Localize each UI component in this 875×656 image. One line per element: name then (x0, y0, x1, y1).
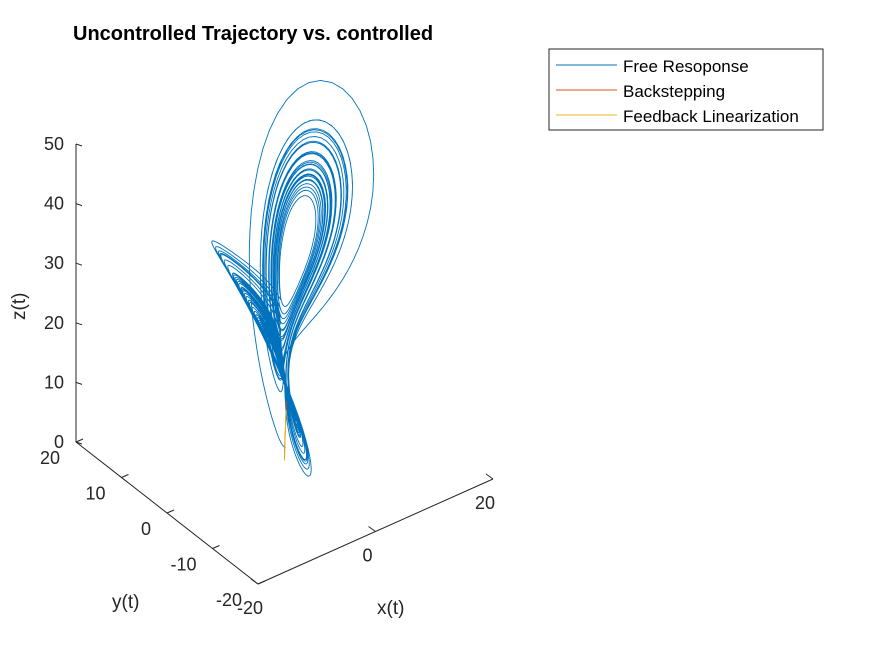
y-tick (121, 474, 129, 478)
y-tick (212, 545, 220, 549)
z-axis-label: z(t) (9, 293, 30, 320)
z-tick (75, 143, 83, 147)
y-tick-label: 20 (40, 448, 60, 468)
y-tick (166, 509, 175, 514)
z-tick (75, 441, 83, 445)
series-line-feedback-linearization (284, 410, 287, 461)
y-tick-label: 10 (85, 484, 105, 504)
legend: Free Resoponse Backstepping Feedback Lin… (548, 48, 824, 131)
x-tick-label: -20 (237, 598, 263, 618)
y-tick-label: -10 (170, 555, 196, 575)
y-tick-label: 0 (141, 519, 151, 539)
z-tick-label: 40 (44, 194, 64, 214)
z-tick-label: 0 (54, 432, 64, 452)
legend-label-backstepping: Backstepping (623, 82, 725, 101)
chart-title: Uncontrolled Trajectory vs. controlled (73, 23, 433, 45)
z-tick (75, 322, 83, 326)
z-tick (75, 203, 83, 207)
x-tick (485, 473, 494, 480)
data-lines (211, 79, 375, 477)
x-tick (368, 526, 376, 532)
z-tick (75, 262, 83, 266)
z-tick-label: 20 (44, 313, 64, 333)
x-tick-label: 20 (475, 493, 495, 513)
z-tick-label: 30 (44, 253, 64, 273)
y-tick (75, 438, 84, 443)
x-axis-label: x(t) (377, 598, 404, 619)
legend-label-free-response: Free Resoponse (623, 57, 749, 76)
z-tick (75, 381, 83, 385)
y-tick (257, 580, 266, 585)
series-line-free-response (211, 79, 375, 477)
legend-label-feedback-linearization: Feedback Linearization (623, 107, 799, 126)
y-axis-label: y(t) (112, 592, 139, 613)
x-tick-label: 0 (362, 546, 372, 566)
z-tick-label: 10 (44, 372, 64, 392)
x-tick (250, 578, 259, 585)
y-tick-label: -20 (216, 590, 242, 610)
z-tick-label: 50 (44, 134, 64, 154)
